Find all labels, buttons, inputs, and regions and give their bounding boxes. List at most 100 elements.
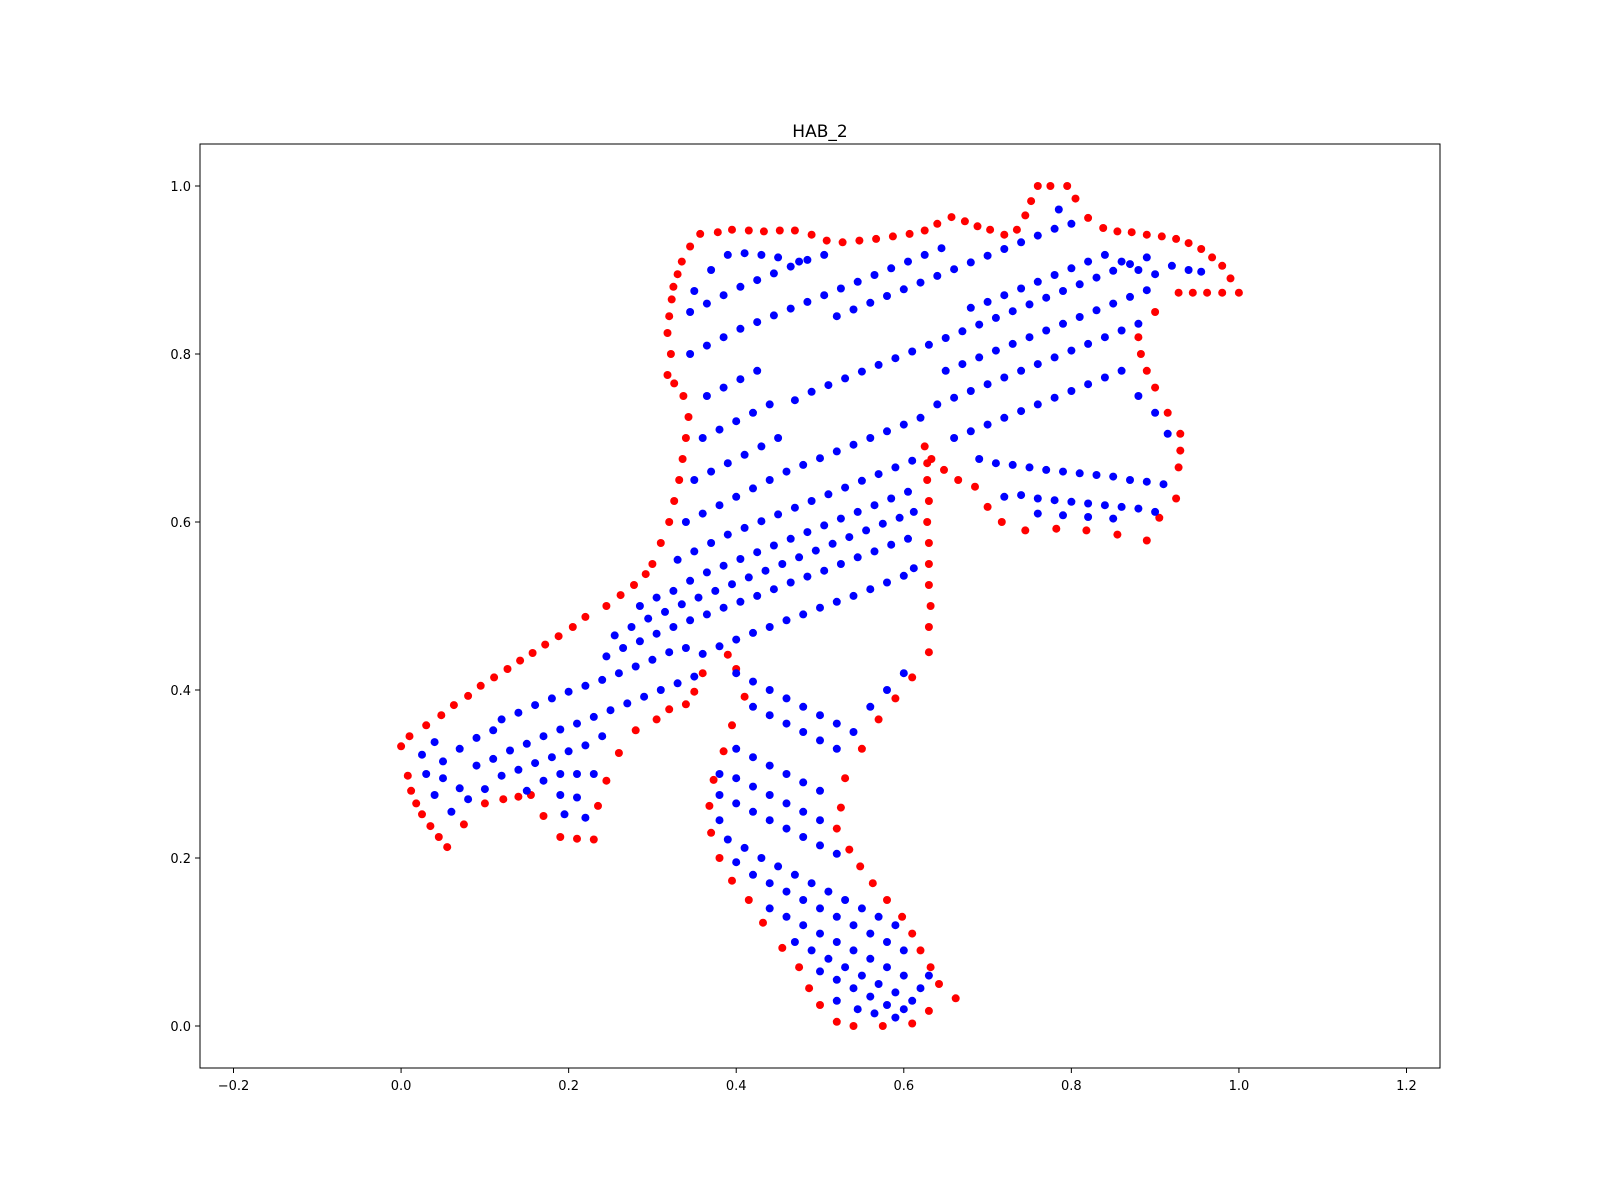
interior-point-190	[1142, 253, 1151, 262]
boundary-point-17	[630, 581, 638, 589]
interior-point-384	[816, 929, 824, 938]
boundary-point-43	[775, 226, 784, 235]
interior-point-315	[1151, 507, 1160, 516]
y-tick-label: 0.6	[170, 516, 191, 531]
boundary-point-36	[677, 257, 686, 266]
boundary-point-111	[924, 560, 933, 568]
interior-point-29	[883, 578, 891, 587]
y-tick-label: 0.2	[170, 852, 191, 867]
interior-point-160	[698, 434, 707, 442]
interior-point-269	[966, 387, 975, 395]
interior-point-314	[1134, 504, 1143, 513]
interior-point-244	[1050, 271, 1059, 279]
interior-point-32	[422, 770, 431, 778]
boundary-point-11	[541, 640, 550, 649]
interior-point-89	[627, 623, 636, 631]
boundary-point-147	[705, 801, 714, 810]
interior-point-119	[836, 514, 845, 523]
boundary-point-154	[698, 669, 707, 678]
boundary-point-55	[960, 217, 969, 226]
boundary-point-157	[665, 705, 674, 714]
boundary-point-126	[883, 896, 891, 904]
interior-point-310	[1067, 497, 1076, 506]
interior-point-33	[439, 774, 447, 783]
interior-point-103	[862, 526, 871, 535]
interior-point-146	[799, 460, 808, 469]
interior-point-184	[1042, 293, 1051, 302]
interior-point-370	[732, 858, 741, 867]
boundary-point-170	[480, 799, 489, 808]
interior-point-340	[782, 770, 791, 778]
boundary-point-38	[696, 229, 705, 238]
boundary-point-83	[1151, 308, 1160, 316]
interior-point-200	[836, 284, 845, 293]
interior-point-328	[866, 702, 875, 711]
boundary-point-74	[1197, 245, 1206, 253]
interior-point-241	[1000, 291, 1009, 300]
interior-point-361	[757, 854, 766, 862]
interior-point-61	[539, 776, 548, 785]
interior-point-34	[455, 784, 464, 793]
boundary-point-137	[832, 1017, 841, 1026]
boundary-point-99	[997, 518, 1006, 526]
interior-point-252	[1184, 266, 1193, 274]
interior-point-382	[782, 912, 791, 921]
boundary-point-62	[1033, 182, 1042, 190]
interior-point-251	[1167, 261, 1176, 270]
interior-point-255	[958, 360, 967, 369]
interior-point-296	[1008, 460, 1017, 469]
interior-point-202	[870, 271, 879, 279]
interior-point-376	[832, 912, 841, 921]
interior-point-313	[1117, 502, 1126, 511]
interior-point-67	[560, 810, 569, 819]
interior-point-134	[841, 483, 850, 492]
interior-point-163	[749, 408, 757, 417]
interior-point-207	[686, 308, 695, 316]
interior-point-101	[828, 539, 837, 548]
boundary-point-13	[568, 623, 577, 631]
interior-point-95	[728, 580, 736, 589]
interior-point-78	[753, 591, 762, 600]
interior-point-39	[539, 732, 548, 741]
interior-point-188	[1109, 266, 1118, 275]
boundary-point-123	[845, 845, 854, 854]
boundary-point-6	[476, 681, 485, 690]
interior-point-338	[749, 753, 757, 762]
interior-point-246	[1084, 257, 1093, 266]
boundary-point-3	[437, 711, 446, 720]
interior-point-339	[765, 761, 774, 770]
interior-point-383	[799, 921, 808, 930]
boundary-point-165	[556, 833, 565, 841]
interior-point-197	[786, 304, 795, 313]
x-tick-label: 1.2	[1396, 1079, 1417, 1094]
interior-point-271	[1000, 373, 1009, 382]
boundary-point-24	[678, 455, 687, 463]
interior-point-11	[581, 681, 590, 690]
interior-point-373	[782, 887, 791, 896]
boundary-point-56	[973, 222, 982, 231]
interior-point-375	[816, 904, 824, 913]
interior-point-247	[1100, 250, 1109, 259]
interior-point-135	[857, 476, 866, 485]
interior-point-204	[904, 257, 912, 266]
interior-point-83	[836, 560, 845, 568]
boundary-point-57	[986, 225, 995, 234]
interior-point-330	[899, 669, 908, 678]
interior-point-5	[489, 726, 498, 735]
interior-point-233	[1000, 245, 1009, 253]
boundary-point-177	[407, 786, 416, 795]
interior-point-4	[472, 733, 481, 742]
interior-point-208	[702, 299, 711, 308]
interior-point-222	[795, 257, 804, 266]
interior-point-225	[866, 298, 875, 307]
boundary-point-129	[916, 946, 925, 955]
boundary-point-163	[589, 835, 598, 844]
interior-point-265	[1126, 292, 1134, 301]
boundary-point-48	[855, 236, 864, 245]
interior-point-256	[975, 353, 984, 362]
interior-point-259	[1025, 333, 1034, 342]
interior-point-131	[790, 503, 799, 512]
boundary-point-93	[1155, 513, 1164, 522]
boundary-point-51	[905, 229, 914, 238]
